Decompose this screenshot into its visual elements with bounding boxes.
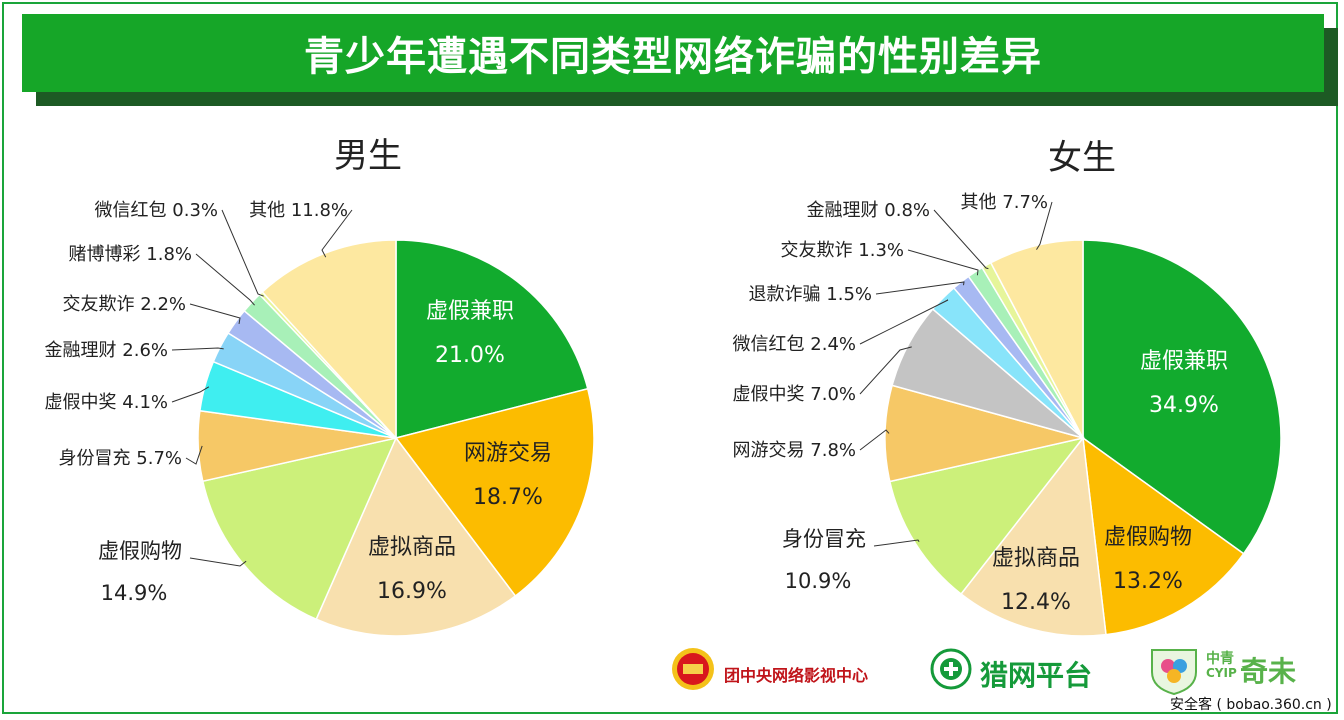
male-slice-0 [395, 239, 589, 439]
female-slice-3 [888, 436, 1085, 596]
page-title: 青少年遭遇不同类型网络诈骗的性别差异 [304, 34, 1042, 80]
male-label-7: 交友欺诈 2.2% [63, 294, 186, 315]
youth-league-emblem-icon [672, 648, 714, 690]
cyip-logo [1148, 644, 1200, 696]
male-label-9: 微信红包 0.3% [95, 200, 218, 221]
female-slice-10 [989, 239, 1084, 439]
male-pie [197, 239, 595, 637]
male-leader-3 [189, 557, 247, 567]
female-label-8: 交友欺诈 1.3% [781, 240, 904, 261]
female-leader-7 [875, 281, 965, 295]
male-label-0: 虚假兼职 [426, 299, 514, 324]
male-value-0: 21.0% [435, 343, 505, 368]
female-label-10: 其他 7.7% [961, 192, 1048, 213]
female-value-3: 10.9% [785, 569, 852, 593]
male-chart-title: 男生 [334, 136, 402, 176]
female-leader-4 [859, 429, 890, 451]
female-leader-6 [859, 299, 949, 345]
female-label-9: 金融理财 0.8% [807, 200, 930, 221]
female-leader-9 [933, 209, 989, 270]
female-label-6: 微信红包 2.4% [733, 334, 856, 355]
male-slice-2 [315, 436, 517, 637]
female-pie [884, 239, 1282, 637]
cyip-shield-icon [1151, 649, 1197, 696]
male-leader-6 [171, 347, 224, 351]
female-label-7: 退款诈骗 1.5% [749, 284, 872, 305]
female-slice-4 [884, 384, 1084, 483]
lieying-name: 猎网平台 [980, 659, 1093, 692]
female-label-2: 虚拟商品 [992, 546, 1080, 571]
male-label-1: 网游交易 [464, 441, 552, 466]
male-value-3: 14.9% [101, 581, 168, 605]
female-label-4: 网游交易 7.8% [733, 440, 856, 461]
male-label-4: 身份冒充 5.7% [59, 448, 182, 469]
shield-plus-icon [930, 648, 972, 690]
title-banner: 青少年遭遇不同类型网络诈骗的性别差异 [22, 14, 1324, 92]
cyip-sub-text: CYIP [1206, 666, 1237, 680]
male-value-2: 16.9% [377, 579, 447, 604]
male-leader-8 [195, 253, 255, 306]
female-slice-1 [1082, 436, 1245, 636]
female-label-1: 虚假购物 [1104, 525, 1192, 550]
female-chart-title: 女生 [1048, 138, 1116, 178]
male-label-8: 赌博博彩 1.8% [69, 244, 192, 265]
cyip-small-text: 中青 [1206, 651, 1234, 667]
cyip-main-text: 奇未 [1240, 655, 1297, 688]
male-leader-4 [185, 445, 203, 465]
female-slice-0 [1082, 239, 1282, 555]
male-label-2: 虚拟商品 [368, 535, 456, 560]
youth-league-name: 团中央网络影视中心 [724, 666, 869, 685]
female-slice-2 [959, 436, 1107, 637]
male-slice-1 [394, 387, 595, 598]
male-leader-10 [321, 209, 353, 258]
youth-league-logo [670, 646, 716, 692]
male-leader-9 [221, 209, 264, 297]
male-label-3: 虚假购物 [98, 539, 182, 563]
female-leader-3 [873, 539, 920, 547]
female-leader-8 [907, 249, 979, 276]
male-value-1: 18.7% [473, 485, 543, 510]
female-label-0: 虚假兼职 [1140, 349, 1228, 374]
logos-area: 团中央网络影视中心 猎网平台 中青 CYIP 奇未 [668, 640, 1344, 720]
female-value-0: 34.9% [1149, 393, 1219, 418]
female-leader-10 [1036, 201, 1053, 250]
female-value-2: 12.4% [1001, 590, 1071, 615]
male-label-10: 其他 11.8% [249, 200, 348, 221]
female-leader-5 [859, 346, 912, 395]
lieying-logo [930, 648, 972, 690]
female-label-3: 身份冒充 [782, 527, 866, 551]
female-label-5: 虚假中奖 7.0% [733, 384, 856, 405]
male-leader-7 [189, 303, 241, 325]
female-value-1: 13.2% [1113, 569, 1183, 594]
male-leader-5 [171, 386, 210, 403]
male-label-5: 虚假中奖 4.1% [45, 392, 168, 413]
source-credit: 安全客 ( bobao.360.cn ) [1170, 697, 1332, 713]
male-label-6: 金融理财 2.6% [45, 340, 168, 361]
